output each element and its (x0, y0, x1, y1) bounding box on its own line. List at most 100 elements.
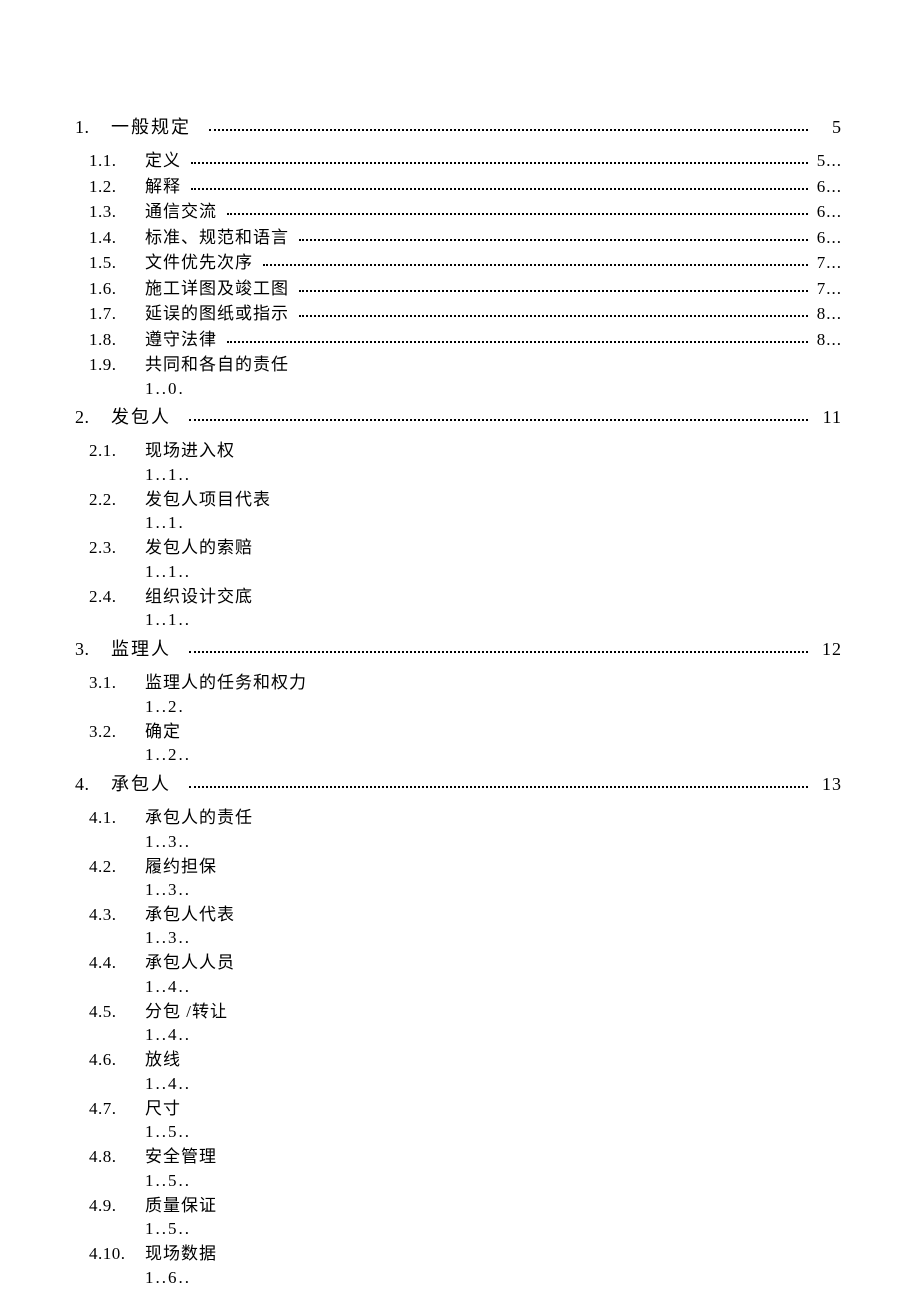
toc-l2-subpage: 1..1.. (145, 561, 842, 584)
toc-l2-num: 4.7. (89, 1096, 145, 1122)
toc-l2-body: 质量保证1..5.. (145, 1193, 842, 1241)
toc-l2-num: 3.2. (89, 719, 145, 745)
toc-l2-line1: 定义5... (145, 148, 842, 174)
toc-l2-num: 1.4. (89, 225, 145, 251)
toc-l2-body: 通信交流6... (145, 199, 842, 225)
toc-l2-title: 承包人的责任 (145, 805, 253, 831)
toc-l1-page: 11 (814, 408, 842, 426)
toc-l2-line1: 延误的图纸或指示8... (145, 301, 842, 327)
toc-l2-row: 1.9.共同和各自的责任1..0. (89, 352, 842, 400)
toc-l2-num: 1.9. (89, 352, 145, 378)
toc-l2-body: 现场数据1..6.. (145, 1241, 842, 1289)
toc-l2-title: 标准、规范和语言 (145, 225, 289, 251)
toc-l2-subpage: 1..5.. (145, 1121, 842, 1144)
toc-l2-row: 2.1.现场进入权1..1.. (89, 438, 842, 486)
toc-l2-body: 履约担保1..3.. (145, 854, 842, 902)
toc-l2-line1: 组织设计交底 (145, 584, 842, 610)
toc-l2-title: 确定 (145, 719, 181, 745)
toc-l2-num: 4.3. (89, 902, 145, 928)
toc-l2-page: 6... (812, 225, 842, 251)
toc-l2-title: 承包人代表 (145, 902, 235, 928)
toc-l2-body: 组织设计交底1..1.. (145, 584, 842, 632)
toc-l2-body: 文件优先次序 7... (145, 250, 842, 276)
toc-l2-body: 发包人项目代表1..1. (145, 487, 842, 535)
toc-l1-num: 1. (75, 118, 111, 136)
toc-l2-num: 1.1. (89, 148, 145, 174)
toc-dots (227, 213, 808, 215)
toc-l2-title: 遵守法律 (145, 327, 217, 353)
toc-dots (191, 162, 808, 164)
toc-l2-body: 施工详图及竣工图 7... (145, 276, 842, 302)
toc-l2-line1: 监理人的任务和权力 (145, 670, 842, 696)
toc-l2-title: 通信交流 (145, 199, 217, 225)
toc-l2-body: 延误的图纸或指示8... (145, 301, 842, 327)
toc-l2-num: 3.1. (89, 670, 145, 696)
toc-l2-num: 4.5. (89, 999, 145, 1025)
toc-l2-subpage: 1..6.. (145, 1267, 842, 1290)
toc-l1-title: 发包人 (111, 408, 171, 426)
toc-l2-title: 组织设计交底 (145, 584, 253, 610)
toc-l2-body: 共同和各自的责任1..0. (145, 352, 842, 400)
toc-l1-num: 2. (75, 408, 111, 426)
toc-l2-body: 尺寸1..5.. (145, 1096, 842, 1144)
toc-l2-subpage: 1..1.. (145, 464, 842, 487)
toc-l2-num: 1.7. (89, 301, 145, 327)
toc-l2-line1: 发包人的索赔 (145, 535, 842, 561)
toc-l2-row: 1.3.通信交流6... (89, 199, 842, 225)
toc-l2-line1: 承包人的责任 (145, 805, 842, 831)
toc-l2-num: 1.8. (89, 327, 145, 353)
toc-l2-body: 承包人代表1..3.. (145, 902, 842, 950)
toc-l2-body: 承包人的责任1..3.. (145, 805, 842, 853)
toc-l2-subpage: 1..2. (145, 696, 842, 719)
toc-l2-num: 4.4. (89, 950, 145, 976)
toc-dots (299, 290, 808, 292)
toc-l2-row: 1.4.标准、规范和语言 6... (89, 225, 842, 251)
toc-l2-subpage: 1..4.. (145, 1024, 842, 1047)
toc-l2-title: 履约担保 (145, 854, 217, 880)
toc-l2-row: 1.8.遵守法律8... (89, 327, 842, 353)
toc-l1-title: 监理人 (111, 640, 171, 658)
toc-l2-line1: 尺寸 (145, 1096, 842, 1122)
toc-l2-body: 放线1..4.. (145, 1047, 842, 1095)
toc-l2-row: 4.4.承包人人员1..4.. (89, 950, 842, 998)
toc-l2-row: 4.10.现场数据1..6.. (89, 1241, 842, 1289)
toc-dots (191, 188, 808, 190)
toc-l2-subpage: 1..3.. (145, 831, 842, 854)
toc-l2-title: 共同和各自的责任 (145, 352, 289, 378)
toc-l2-num: 1.2. (89, 174, 145, 200)
toc-l2-subpage: 1..0. (145, 378, 842, 401)
toc-l2-list: 2.1.现场进入权1..1..2.2.发包人项目代表1..1.2.3.发包人的索… (75, 438, 842, 632)
toc-l2-list: 4.1.承包人的责任1..3..4.2.履约担保1..3..4.3.承包人代表1… (75, 805, 842, 1289)
toc-l2-subpage: 1..1.. (145, 609, 842, 632)
toc-l2-title: 施工详图及竣工图 (145, 276, 289, 302)
toc-l2-num: 4.1. (89, 805, 145, 831)
toc-l2-subpage: 1..2.. (145, 744, 842, 767)
toc-l2-page: 7... (812, 276, 842, 302)
toc-l2-line1: 放线 (145, 1047, 842, 1073)
toc-l2-num: 2.3. (89, 535, 145, 561)
toc-l2-title: 安全管理 (145, 1144, 217, 1170)
toc-l2-title: 发包人的索赔 (145, 535, 253, 561)
toc-l2-line1: 承包人代表 (145, 902, 842, 928)
toc-l2-line1: 现场进入权 (145, 438, 842, 464)
toc-l2-row: 1.2.解释6... (89, 174, 842, 200)
toc-l2-list: 3.1.监理人的任务和权力1..2.3.2.确定1..2.. (75, 670, 842, 767)
toc-l2-body: 分包 /转让1..4.. (145, 999, 842, 1047)
toc-l2-row: 4.3.承包人代表1..3.. (89, 902, 842, 950)
toc-l2-num: 2.2. (89, 487, 145, 513)
toc-l2-line1: 标准、规范和语言 6... (145, 225, 842, 251)
toc-l2-list: 1.1.定义5...1.2.解释6...1.3.通信交流6...1.4.标准、规… (75, 148, 842, 400)
toc-l2-body: 定义5... (145, 148, 842, 174)
toc-l2-subpage: 1..5.. (145, 1218, 842, 1241)
toc-l2-row: 4.1.承包人的责任1..3.. (89, 805, 842, 853)
toc-l2-num: 1.6. (89, 276, 145, 302)
toc-l2-line1: 质量保证 (145, 1193, 842, 1219)
toc-l2-page: 7... (812, 250, 842, 276)
toc-l1-page: 12 (814, 640, 842, 658)
toc-l2-body: 发包人的索赔1..1.. (145, 535, 842, 583)
toc-l2-row: 4.7.尺寸1..5.. (89, 1096, 842, 1144)
toc-l1-num: 4. (75, 775, 111, 793)
toc-l2-title: 文件优先次序 (145, 250, 253, 276)
toc-l2-body: 现场进入权1..1.. (145, 438, 842, 486)
toc-l2-body: 标准、规范和语言 6... (145, 225, 842, 251)
